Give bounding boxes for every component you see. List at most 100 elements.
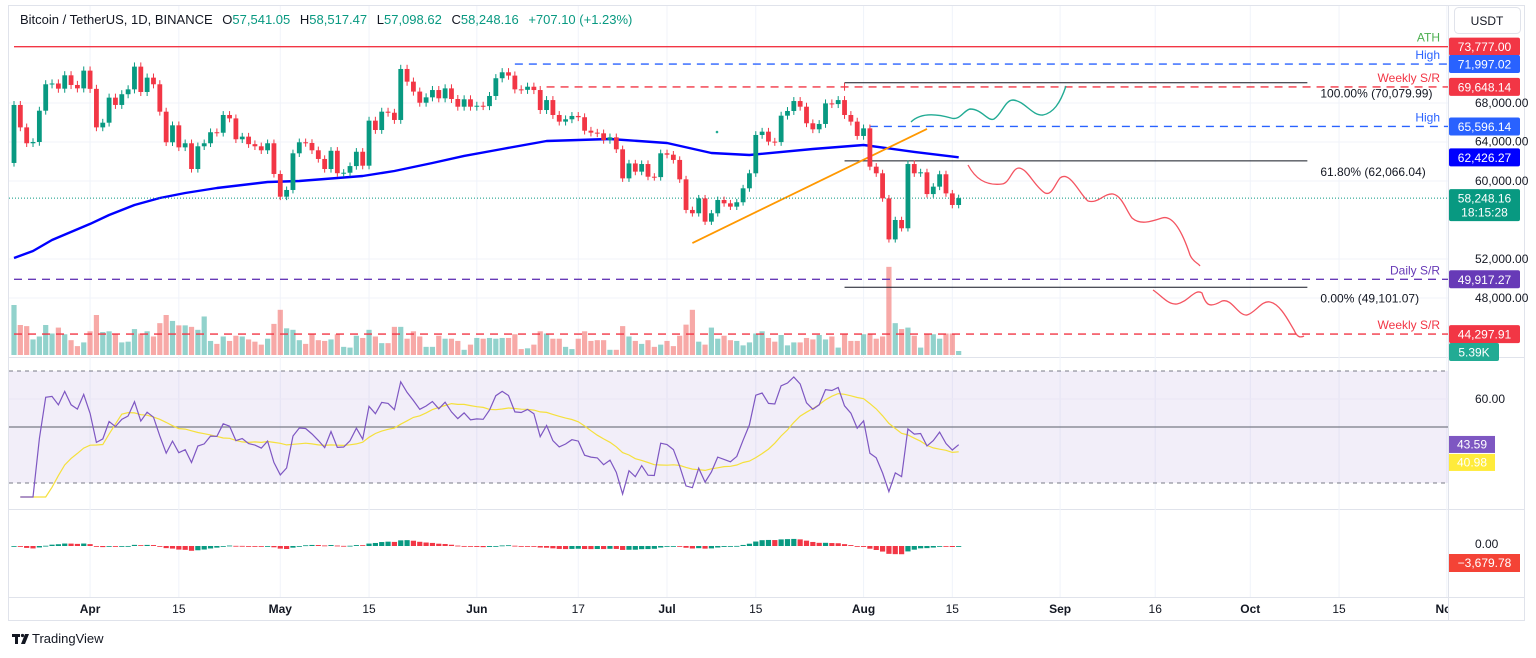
candle[interactable]	[651, 176, 657, 178]
candle[interactable]	[220, 114, 226, 133]
candle[interactable]	[582, 117, 587, 131]
candle[interactable]	[423, 97, 429, 103]
candle[interactable]	[347, 166, 353, 173]
candle[interactable]	[569, 115, 575, 120]
candle[interactable]	[677, 159, 683, 180]
candle[interactable]	[11, 104, 17, 163]
candle[interactable]	[119, 94, 125, 105]
candle[interactable]	[550, 100, 556, 115]
candle[interactable]	[455, 99, 461, 107]
candle[interactable]	[55, 83, 61, 89]
candle[interactable]	[195, 146, 201, 170]
candle[interactable]	[575, 115, 581, 118]
candle[interactable]	[385, 111, 391, 113]
candle[interactable]	[512, 75, 518, 90]
candle[interactable]	[36, 110, 42, 142]
candle[interactable]	[30, 142, 36, 144]
candle[interactable]	[125, 89, 131, 95]
trendline[interactable]	[691, 128, 928, 244]
candle[interactable]	[132, 66, 137, 90]
candle[interactable]	[861, 128, 866, 136]
candle[interactable]	[810, 123, 816, 130]
candle[interactable]	[442, 88, 448, 99]
candle[interactable]	[366, 120, 372, 166]
candle[interactable]	[303, 142, 309, 144]
candle[interactable]	[208, 132, 213, 144]
time-axis[interactable]: Apr 15 May 15 Jun 17 Jul 15 Aug 15 Sep 16 Oct 15 Nov	[80, 602, 1459, 616]
candle[interactable]	[880, 173, 885, 199]
candle[interactable]	[949, 193, 955, 205]
candle[interactable]	[842, 100, 847, 115]
candle[interactable]	[835, 100, 841, 105]
candle[interactable]	[506, 72, 511, 76]
candle[interactable]	[214, 132, 220, 134]
rsi-pane[interactable]: 60.00 43.59 40.98	[9, 370, 1505, 498]
bullish-projection-path[interactable]	[910, 85, 1067, 123]
candle[interactable]	[487, 95, 492, 107]
candle[interactable]	[170, 125, 175, 143]
candle[interactable]	[664, 153, 670, 155]
level-line-high[interactable]: High	[514, 48, 1448, 65]
candle[interactable]	[239, 136, 245, 140]
candle[interactable]	[106, 97, 112, 123]
candle[interactable]	[182, 143, 188, 148]
candle[interactable]	[785, 110, 790, 116]
candle[interactable]	[277, 173, 283, 197]
candle[interactable]	[740, 188, 746, 203]
candle[interactable]	[709, 213, 714, 222]
candle[interactable]	[233, 118, 239, 140]
candle[interactable]	[689, 209, 695, 214]
candle[interactable]	[87, 70, 93, 89]
candle[interactable]	[360, 151, 366, 166]
candle[interactable]	[417, 91, 423, 103]
candle[interactable]	[449, 88, 454, 100]
candle[interactable]	[588, 130, 594, 133]
candle[interactable]	[658, 153, 664, 178]
candle[interactable]	[334, 150, 340, 174]
candle[interactable]	[873, 166, 879, 174]
candle[interactable]	[956, 198, 962, 205]
candle[interactable]	[683, 179, 689, 210]
candle[interactable]	[867, 128, 873, 167]
candle[interactable]	[823, 103, 828, 124]
candle[interactable]	[468, 99, 473, 107]
price-axis[interactable]: 73,777.00 71,997.02 69,648.14 65,596.14 49,9…	[1449, 37, 1529, 361]
candle[interactable]	[601, 133, 607, 140]
candle[interactable]	[747, 173, 752, 189]
candle[interactable]	[480, 105, 486, 107]
candle[interactable]	[290, 153, 296, 190]
candle[interactable]	[899, 220, 904, 229]
candle[interactable]	[499, 72, 505, 79]
candle[interactable]	[759, 131, 765, 135]
candle[interactable]	[411, 81, 416, 92]
candle[interactable]	[315, 150, 321, 159]
candle[interactable]	[176, 125, 182, 148]
candle[interactable]	[100, 122, 106, 128]
candle[interactable]	[113, 97, 118, 105]
candle[interactable]	[49, 83, 55, 85]
candle[interactable]	[75, 84, 80, 89]
candle[interactable]	[252, 144, 258, 147]
candle[interactable]	[430, 90, 435, 98]
candle[interactable]	[816, 123, 822, 130]
bearish-projection-path-2[interactable]	[1152, 289, 1305, 338]
level-line-daily-s-r[interactable]: Daily S/R	[14, 263, 1448, 281]
candle[interactable]	[544, 100, 549, 111]
moving-average-line[interactable]	[13, 137, 959, 260]
candle[interactable]	[594, 132, 600, 134]
horizontal-levels[interactable]: ATH High Weekly S/R High Daily S/R Weekly S/R…	[9, 31, 1448, 335]
level-line-weekly-s-r[interactable]: Weekly S/R	[14, 318, 1448, 335]
candle[interactable]	[911, 164, 917, 174]
candle[interactable]	[201, 143, 207, 147]
candle[interactable]	[341, 172, 347, 174]
level-line-weekly-s-r[interactable]: Weekly S/R	[546, 71, 1448, 88]
candlestick-series[interactable]	[11, 62, 962, 243]
candle[interactable]	[753, 134, 759, 174]
rsi-line[interactable]	[20, 376, 960, 498]
candle[interactable]	[639, 164, 645, 172]
tradingview-logo[interactable]: TradingView	[12, 631, 104, 646]
candle[interactable]	[284, 189, 290, 197]
candle[interactable]	[493, 78, 499, 96]
candle[interactable]	[918, 172, 924, 174]
